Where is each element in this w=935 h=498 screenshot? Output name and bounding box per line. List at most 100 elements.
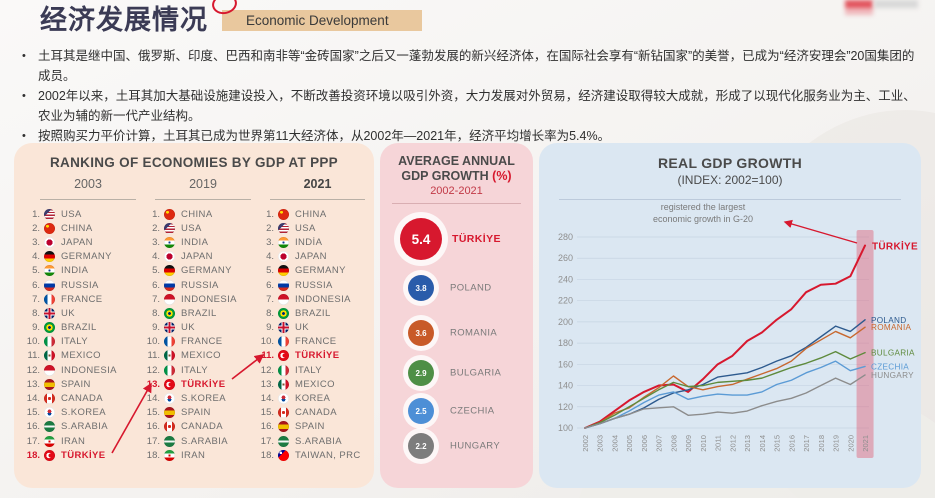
growth-country-label: HUNGARY	[450, 440, 501, 452]
country-name: USA	[181, 222, 202, 234]
chart-subtitle: (INDEX: 2002=100)	[677, 173, 783, 187]
country-flag-icon	[164, 435, 175, 447]
rank-number: 18.	[146, 449, 160, 461]
year-header-2003: 2003	[40, 177, 136, 200]
rank-number: 2.	[266, 222, 274, 234]
svg-text:280: 280	[558, 232, 573, 242]
svg-text:2014: 2014	[758, 435, 767, 452]
country-name: USA	[61, 208, 82, 220]
svg-text:TÜRKİYE: TÜRKİYE	[872, 239, 918, 252]
country-flag-icon	[278, 449, 289, 461]
country-name: INDONESIA	[181, 293, 237, 305]
rank-number: 6.	[266, 279, 274, 291]
rank-number: 11.	[27, 350, 40, 362]
rank-row: 15. S.KOREA	[22, 406, 136, 420]
country-flag-icon	[44, 407, 55, 419]
rank-row: 12. ITALY	[142, 363, 256, 377]
growth-value-circle: 3.6	[408, 320, 434, 346]
chart-title: REAL GDP GROWTH	[658, 155, 802, 171]
rank-row: 7. INDONESIA	[142, 292, 256, 306]
rank-number: 17.	[26, 435, 40, 447]
growth-value-circle: 2.2	[408, 433, 434, 459]
svg-text:POLAND: POLAND	[871, 316, 906, 325]
country-flag-icon	[278, 336, 289, 348]
svg-text:CZECHIA: CZECHIA	[871, 362, 909, 371]
rank-number: 12.	[26, 364, 40, 376]
country-name: FRANCE	[61, 293, 103, 305]
svg-text:2010: 2010	[699, 435, 708, 452]
rank-row: 9. UK	[256, 321, 370, 335]
chart-annotation-line1: registered the largest	[660, 202, 746, 212]
rank-row: 12. INDONESIA	[22, 363, 136, 377]
country-name: IRAN	[181, 449, 206, 461]
country-flag-icon	[44, 322, 55, 334]
rank-row: 3. INDIA	[142, 235, 256, 249]
country-flag-icon	[44, 449, 55, 461]
country-name: UK	[295, 322, 309, 334]
country-flag-icon	[164, 364, 175, 376]
rank-row: 17. IRAN	[22, 434, 136, 448]
country-name: RUSSIA	[181, 279, 219, 291]
rank-number: 15.	[260, 407, 274, 419]
growth-item: 2.2 HUNGARY	[380, 428, 533, 464]
country-flag-icon	[164, 378, 175, 390]
country-flag-icon	[44, 293, 55, 305]
ranking-column-2003: 1. USA 2. CHINA 3. JAPAN 4. GERMANY 5.	[22, 207, 136, 462]
rank-row: 1. CHINA	[256, 207, 370, 221]
country-flag-icon	[164, 208, 175, 220]
rank-number: 12.	[146, 364, 160, 376]
svg-text:2007: 2007	[655, 435, 664, 452]
country-flag-icon	[164, 393, 175, 405]
svg-text:120: 120	[558, 402, 573, 412]
rank-row: 10. ITALY	[22, 335, 136, 349]
country-flag-icon	[278, 265, 289, 277]
rank-row: 13. MEXICO	[256, 377, 370, 391]
rank-row: 4. JAPAN	[142, 250, 256, 264]
country-flag-icon	[278, 421, 289, 433]
rank-row: 18. IRAN	[142, 448, 256, 462]
svg-text:2018: 2018	[817, 435, 826, 452]
rank-row: 18. TÜRKİYE	[22, 448, 136, 462]
rank-number: 4.	[152, 251, 160, 263]
rank-number: 6.	[152, 279, 160, 291]
country-flag-icon	[164, 421, 175, 433]
svg-text:240: 240	[558, 274, 573, 284]
growth-value-ring: 2.9	[403, 355, 439, 391]
growth-panel-period: 2002-2021	[430, 185, 483, 197]
rank-number: 3.	[152, 236, 160, 248]
growth-value-circle: 2.9	[408, 360, 434, 386]
country-name: INDIA	[181, 236, 209, 248]
rank-number: 5.	[32, 265, 40, 277]
growth-country-label: CZECHIA	[450, 405, 495, 417]
country-name: KOREA	[295, 393, 331, 405]
rank-row: 14. S.KOREA	[142, 391, 256, 405]
country-name: JAPAN	[181, 251, 213, 263]
rank-row: 2. USA	[142, 221, 256, 235]
rank-number: 15.	[146, 407, 160, 419]
gdp-line-chart: 280 260 240 220 200 180 160 140 120 100 2002 2003 20…	[558, 219, 918, 458]
country-name: CANADA	[61, 393, 103, 405]
year-header-2019: 2019	[155, 177, 251, 200]
growth-value-ring: 2.2	[403, 428, 439, 464]
rank-number: 17.	[260, 435, 274, 447]
growth-item: 2.9 BULGARIA	[380, 355, 533, 391]
country-name: GERMANY	[181, 265, 232, 277]
country-name: JAPAN	[61, 236, 93, 248]
svg-text:100: 100	[558, 423, 573, 433]
rank-row: 1. CHINA	[142, 207, 256, 221]
rank-row: 8. BRAZIL	[256, 306, 370, 320]
country-flag-icon	[44, 364, 55, 376]
country-name: TÜRKİYE	[181, 378, 226, 390]
rank-row: 5. GERMANY	[142, 264, 256, 278]
country-flag-icon	[164, 350, 175, 362]
country-name: RUSSIA	[61, 279, 99, 291]
rank-row: 2. USA	[256, 221, 370, 235]
growth-value-ring: 3.6	[403, 315, 439, 351]
rank-number: 17.	[146, 435, 160, 447]
svg-text:2009: 2009	[684, 435, 693, 452]
growth-title-line2: GDP GROWTH	[401, 169, 489, 183]
rank-number: 1.	[266, 208, 274, 220]
gdp-chart-panel: REAL GDP GROWTH (INDEX: 2002=100) regist…	[539, 143, 921, 488]
svg-text:2011: 2011	[714, 435, 723, 451]
country-flag-icon	[164, 222, 175, 234]
